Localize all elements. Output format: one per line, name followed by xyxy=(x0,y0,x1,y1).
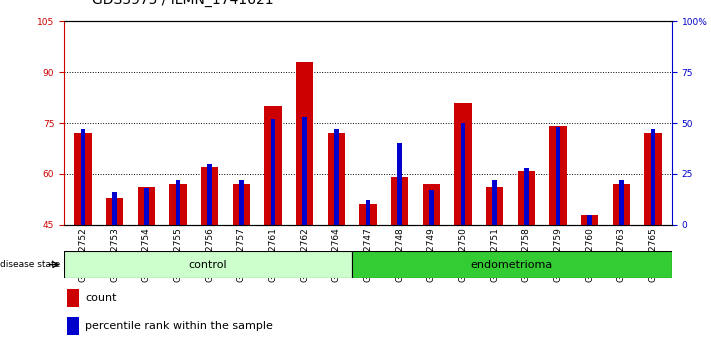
Bar xyxy=(208,164,212,225)
Bar xyxy=(176,180,181,225)
Bar xyxy=(422,184,440,225)
Bar xyxy=(106,198,123,225)
Bar xyxy=(67,317,79,335)
Bar xyxy=(138,188,155,225)
Bar xyxy=(524,168,528,225)
Bar xyxy=(492,180,497,225)
Text: disease state: disease state xyxy=(0,260,60,269)
Text: GDS3975 / ILMN_1741621: GDS3975 / ILMN_1741621 xyxy=(92,0,274,7)
Bar xyxy=(74,133,92,225)
Bar xyxy=(112,192,117,225)
Bar xyxy=(461,123,465,225)
Bar xyxy=(518,171,535,225)
Bar xyxy=(651,129,656,225)
Bar xyxy=(397,143,402,225)
Bar xyxy=(486,188,503,225)
Text: endometrioma: endometrioma xyxy=(471,259,553,270)
Bar xyxy=(352,251,672,278)
Bar xyxy=(334,129,338,225)
Bar xyxy=(613,184,630,225)
Bar xyxy=(454,103,471,225)
Text: percentile rank within the sample: percentile rank within the sample xyxy=(85,321,273,331)
Bar xyxy=(264,106,282,225)
Bar xyxy=(271,119,275,225)
Bar xyxy=(232,184,250,225)
Bar xyxy=(302,117,307,225)
Bar xyxy=(429,190,434,225)
Text: count: count xyxy=(85,293,117,303)
Bar xyxy=(359,205,377,225)
Bar xyxy=(391,177,408,225)
Bar xyxy=(549,126,567,225)
Bar xyxy=(296,62,314,225)
Bar xyxy=(64,251,352,278)
Bar xyxy=(239,180,244,225)
Bar xyxy=(67,289,79,307)
Bar xyxy=(201,167,218,225)
Bar xyxy=(619,180,624,225)
Text: control: control xyxy=(188,259,228,270)
Bar xyxy=(581,215,598,225)
Bar xyxy=(587,215,592,225)
Bar xyxy=(328,133,345,225)
Bar xyxy=(365,200,370,225)
Bar xyxy=(80,129,85,225)
Bar xyxy=(144,188,149,225)
Bar xyxy=(555,127,560,225)
Bar xyxy=(644,133,662,225)
Bar xyxy=(169,184,187,225)
